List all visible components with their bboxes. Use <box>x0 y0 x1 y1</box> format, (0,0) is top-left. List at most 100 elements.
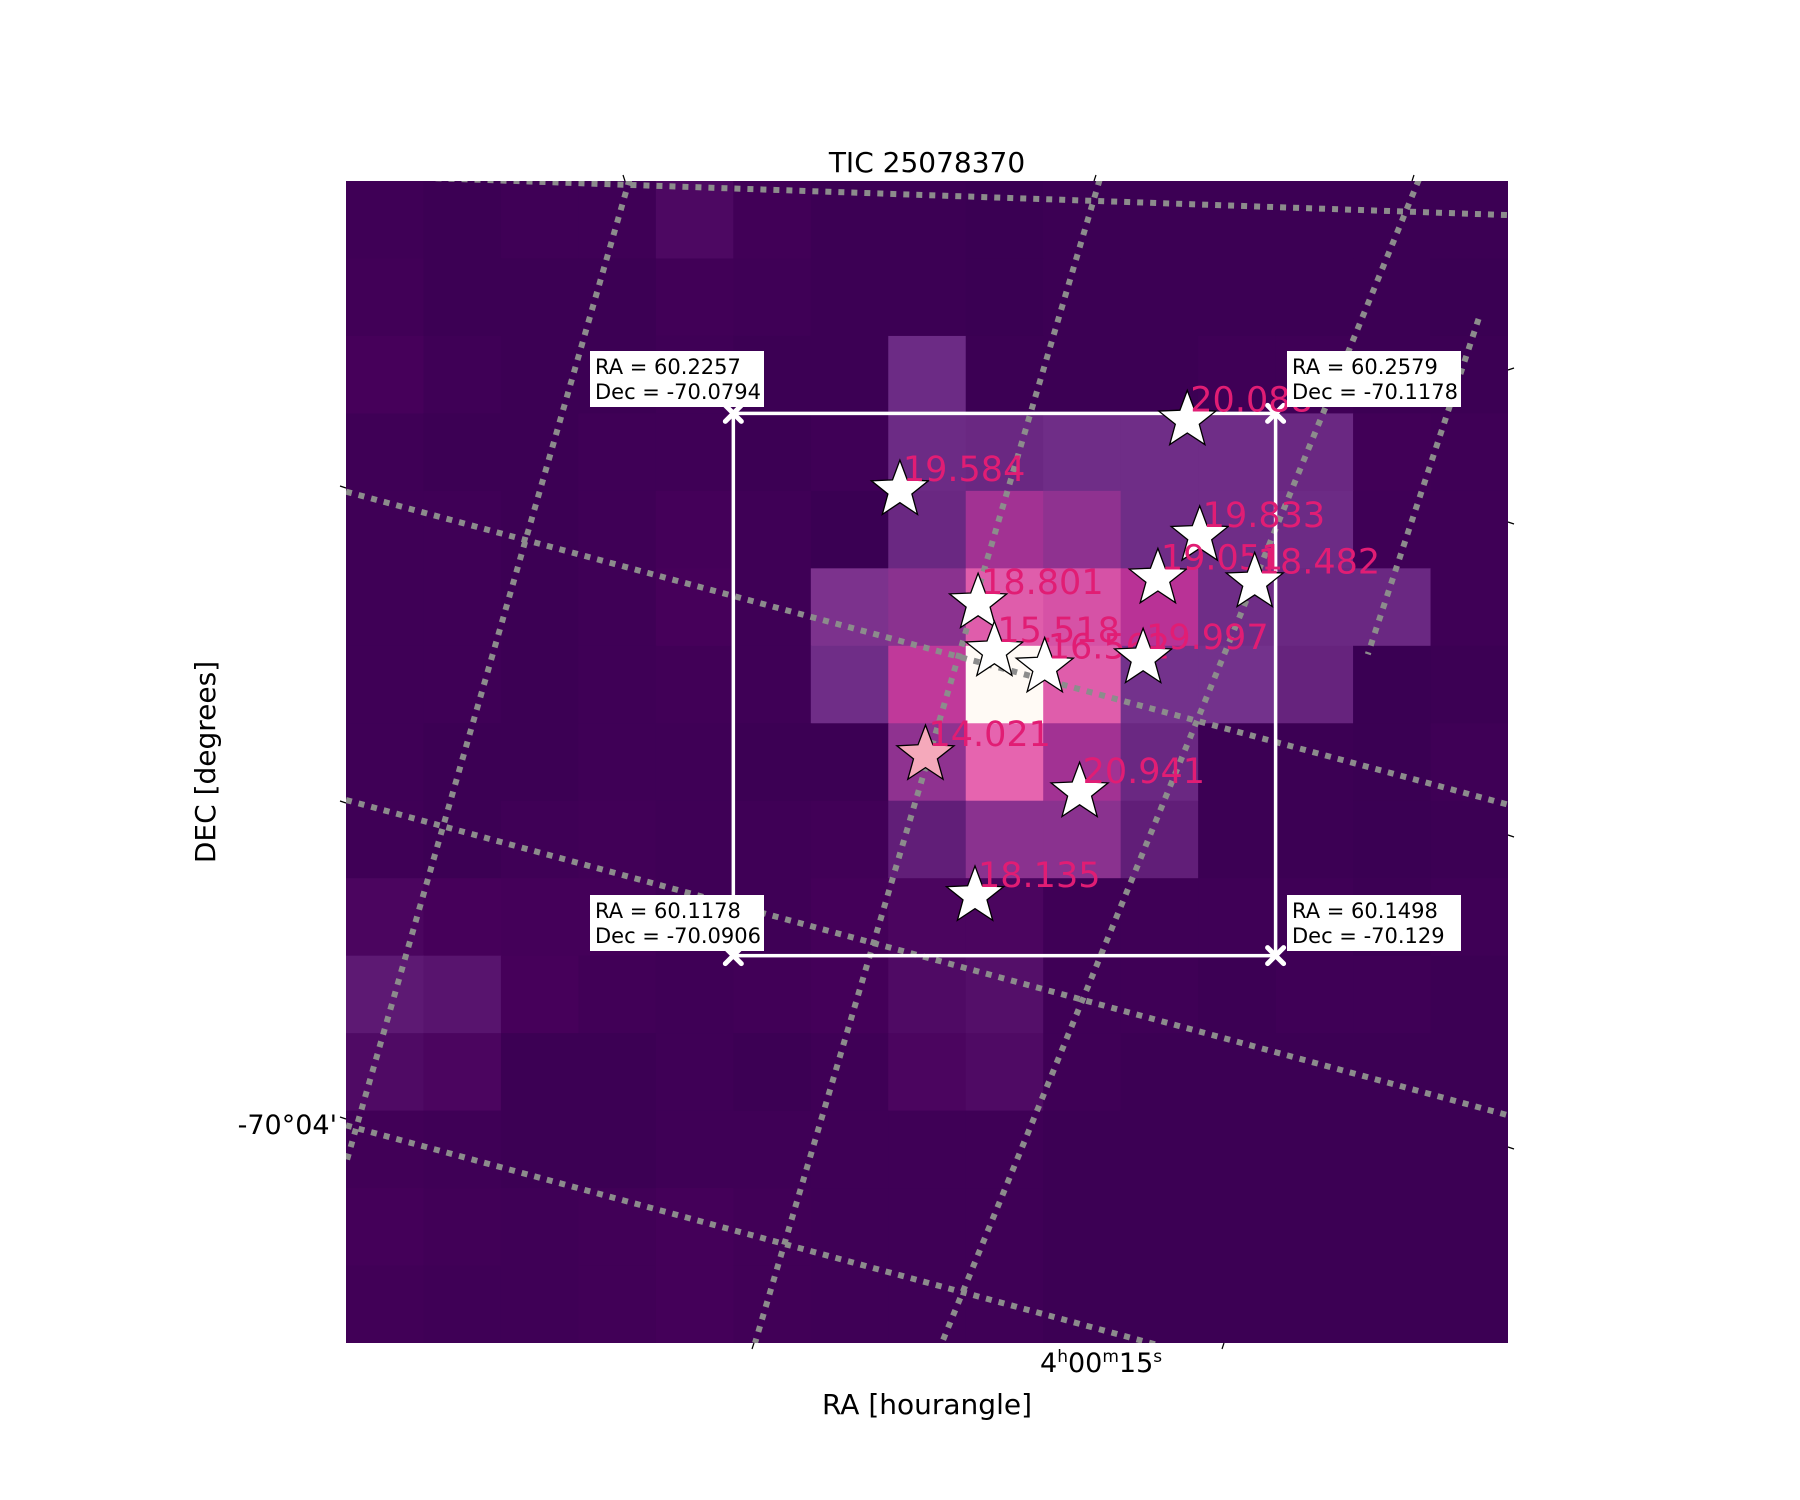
heatmap-pixel <box>1198 1188 1277 1267</box>
heatmap-pixel <box>423 413 502 492</box>
heatmap-pixel <box>500 955 579 1034</box>
star-magnitude-label: 19.997 <box>1146 618 1268 658</box>
heatmap-pixel <box>1198 413 1277 492</box>
heatmap-pixel <box>1353 181 1432 260</box>
heatmap-pixel <box>965 258 1044 337</box>
heatmap-pixel <box>578 258 657 337</box>
heatmap-pixel <box>1275 1110 1354 1189</box>
chart-title: TIC 25078370 <box>828 146 1025 179</box>
star-marker <box>1157 388 1218 447</box>
heatmap-pixel <box>578 568 657 647</box>
aperture-outline <box>731 411 1278 958</box>
heatmap-pixel <box>578 1110 657 1189</box>
heatmap-pixel <box>578 800 657 879</box>
heatmap-pixel <box>655 181 734 260</box>
heatmap-pixel <box>965 955 1044 1034</box>
heatmap-pixel <box>655 490 734 569</box>
axis-tick <box>339 800 347 804</box>
y-axis-title: DEC [degrees] <box>189 661 222 863</box>
heatmap-pixel <box>346 1188 425 1267</box>
dec-grid-line <box>346 1122 1162 1343</box>
star-magnitude-label: 20.941 <box>1083 752 1205 792</box>
corner-ra-label: RA = 60.1178 <box>595 899 741 923</box>
heatmap-pixel <box>888 258 967 337</box>
heatmap-pixel <box>1043 568 1122 647</box>
heatmap-pixel <box>1353 258 1432 337</box>
heatmap-pixel <box>1043 1033 1122 1112</box>
dec-grid-line <box>346 797 1508 1119</box>
heatmap-pixel <box>810 258 889 337</box>
axis-tick <box>1411 174 1415 182</box>
heatmap-pixel <box>1198 878 1277 957</box>
heatmap-pixel <box>346 181 425 260</box>
heatmap-pixel <box>965 413 1044 492</box>
corner-dec-label: Dec = -70.0906 <box>595 924 761 948</box>
heatmap-pixel <box>423 723 502 802</box>
star-magnitude-label: 19.584 <box>903 450 1025 490</box>
heatmap-pixel <box>1353 645 1432 724</box>
heatmap-pixel <box>423 878 502 957</box>
axis-tick <box>1507 367 1515 371</box>
heatmap-pixel <box>1275 413 1354 492</box>
ra-grid-line <box>938 181 1422 1343</box>
heatmap-pixel <box>733 723 812 802</box>
star-magnitude-label: 14.021 <box>928 715 1050 755</box>
heatmap-pixel <box>733 955 812 1034</box>
corner-marker <box>722 402 744 424</box>
heatmap-pixel <box>423 568 502 647</box>
dec-tick-label: -70°04' <box>238 1110 337 1141</box>
heatmap-pixel <box>888 181 967 260</box>
heatmap-pixel <box>655 955 734 1034</box>
heatmap-pixel <box>810 723 889 802</box>
heatmap-pixel <box>1430 490 1508 569</box>
heatmap-pixel <box>1120 1265 1199 1343</box>
heatmap-pixel <box>346 955 425 1034</box>
corner-dec-label: Dec = -70.129 <box>1292 924 1445 948</box>
heatmap-pixel <box>1353 1110 1432 1189</box>
heatmap-pixel <box>965 181 1044 260</box>
heatmap-pixel <box>1275 258 1354 337</box>
heatmap-pixel <box>1198 181 1277 260</box>
corner-ra-label: RA = 60.2579 <box>1292 355 1438 379</box>
heatmap-pixel <box>500 878 579 957</box>
heatmap-pixel <box>733 800 812 879</box>
heatmap-pixel <box>1043 413 1122 492</box>
heatmap-pixel <box>1198 335 1277 414</box>
heatmap-pixel <box>1043 490 1122 569</box>
corner-ra-label: RA = 60.2257 <box>595 355 741 379</box>
corner-marker <box>1265 945 1287 967</box>
heatmap-pixel <box>733 258 812 337</box>
heatmap-pixel <box>1353 1188 1432 1267</box>
heatmap-pixel <box>423 335 502 414</box>
heatmap-pixel <box>346 1110 425 1189</box>
axis-tick <box>622 174 626 182</box>
heatmap-pixel <box>1275 568 1354 647</box>
axis-tick <box>1507 521 1515 525</box>
axis-tick <box>1221 1342 1225 1350</box>
heatmap-pixel <box>346 1033 425 1112</box>
star-marker <box>947 571 1009 630</box>
heatmap-pixel <box>1353 413 1432 492</box>
star-marker <box>1127 546 1189 605</box>
heatmap-pixel <box>1275 490 1354 569</box>
heatmap-pixel <box>500 645 579 724</box>
heatmap-pixel <box>1430 568 1508 647</box>
heatmap-pixel <box>500 258 579 337</box>
heatmap-pixel <box>1430 800 1508 879</box>
heatmap-pixel <box>655 800 734 879</box>
star-magnitude-label: 18.482 <box>1258 542 1380 582</box>
heatmap-pixel <box>1120 181 1199 260</box>
heatmap-pixel <box>578 1188 657 1267</box>
heatmap-pixel <box>1120 1033 1199 1112</box>
heatmap-pixel <box>655 258 734 337</box>
heatmap-pixel <box>423 1265 502 1343</box>
heatmap-pixel <box>810 1265 889 1343</box>
ra-grid-line <box>346 181 633 1165</box>
heatmap-pixel <box>1198 1110 1277 1189</box>
heatmap-pixel <box>1120 723 1199 802</box>
heatmap-pixel <box>810 1188 889 1267</box>
heatmap-pixel <box>1275 1188 1354 1267</box>
heatmap-pixel <box>1353 723 1432 802</box>
heatmap-pixel <box>1353 1033 1432 1112</box>
